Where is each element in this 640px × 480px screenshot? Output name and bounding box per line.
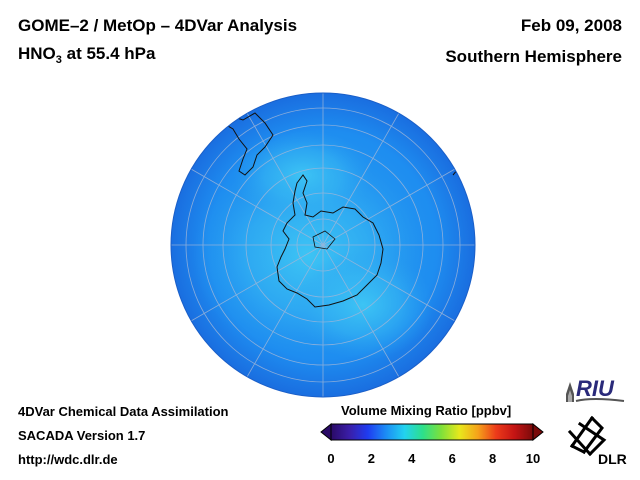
graticule (171, 93, 475, 397)
antarctica-coastline (276, 174, 384, 308)
colorbar-tick-10: 10 (525, 451, 541, 466)
species-main: HNO (18, 44, 56, 63)
colorbar-title: Volume Mixing Ratio [ppbv] (341, 403, 512, 418)
species-level: at 55.4 hPa (61, 44, 156, 63)
dlr-logo: DLR (567, 415, 627, 467)
colorbar-min-arrow (320, 422, 332, 442)
svg-text:RIU: RIU (576, 376, 615, 401)
species-subscript: 3 (55, 54, 62, 66)
date-label: Feb 09, 2008 (520, 16, 622, 35)
colorbar-tick-0: 0 (327, 451, 335, 466)
hemisphere-label: Southern Hemisphere (445, 47, 622, 66)
colorbar-max-arrow (532, 422, 544, 442)
globe-rim (170, 92, 476, 398)
globe-map (170, 92, 476, 398)
map-title: GOME–2 / MetOp – 4DVar Analysis (18, 16, 298, 35)
riu-logo: RIU (566, 376, 625, 402)
south-america-coastline (222, 112, 274, 176)
concentration-field-lower (293, 250, 433, 360)
colorbar (320, 422, 544, 442)
colorbar-tick-8: 8 (488, 451, 497, 466)
colorbar-gradient (330, 423, 534, 441)
svg-text:DLR: DLR (598, 451, 627, 467)
footer-line-1: 4DVar Chemical Data Assimilation (18, 404, 229, 419)
colorbar-tick-6: 6 (448, 451, 456, 466)
colorbar-tick-2: 2 (367, 451, 375, 466)
ice-shelf-outline (312, 230, 336, 250)
species-label: HNO3 at 55.4 hPa (18, 44, 156, 66)
colorbar-tick-4: 4 (408, 451, 416, 466)
footer-url: http://wdc.dlr.de (18, 452, 118, 467)
footer-line-2: SACADA Version 1.7 (18, 428, 146, 443)
